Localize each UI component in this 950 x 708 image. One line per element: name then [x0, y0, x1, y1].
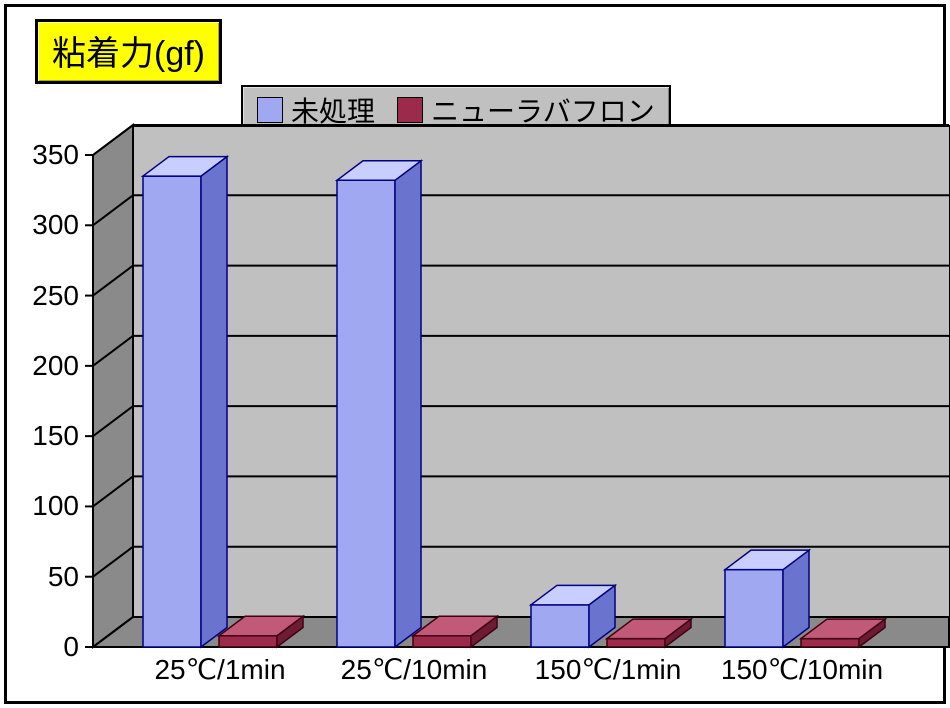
y-tick-label: 300 [7, 209, 79, 241]
x-tick-label: 150℃/1min [535, 653, 682, 686]
chart-frame: 粘着力(gf) 未処理 ニューラバフロン 0501001502002503003… [4, 4, 946, 704]
y-tick-label: 350 [7, 139, 79, 171]
y-tick-label: 250 [7, 280, 79, 312]
x-tick-label: 25℃/1min [154, 653, 285, 686]
y-tick-label: 0 [7, 631, 79, 663]
y-tick-label: 50 [7, 561, 79, 593]
y-tick-label: 100 [7, 490, 79, 522]
plot-area: 0 50 100 150 200 250 300 350 25℃/1min 25℃/10min 15… [7, 7, 943, 701]
plot-svg [7, 7, 949, 707]
x-tick-label: 150℃/10min [721, 653, 883, 686]
x-tick-label: 25℃/10min [341, 653, 488, 686]
y-tick-label: 200 [7, 350, 79, 382]
y-tick-label: 150 [7, 420, 79, 452]
